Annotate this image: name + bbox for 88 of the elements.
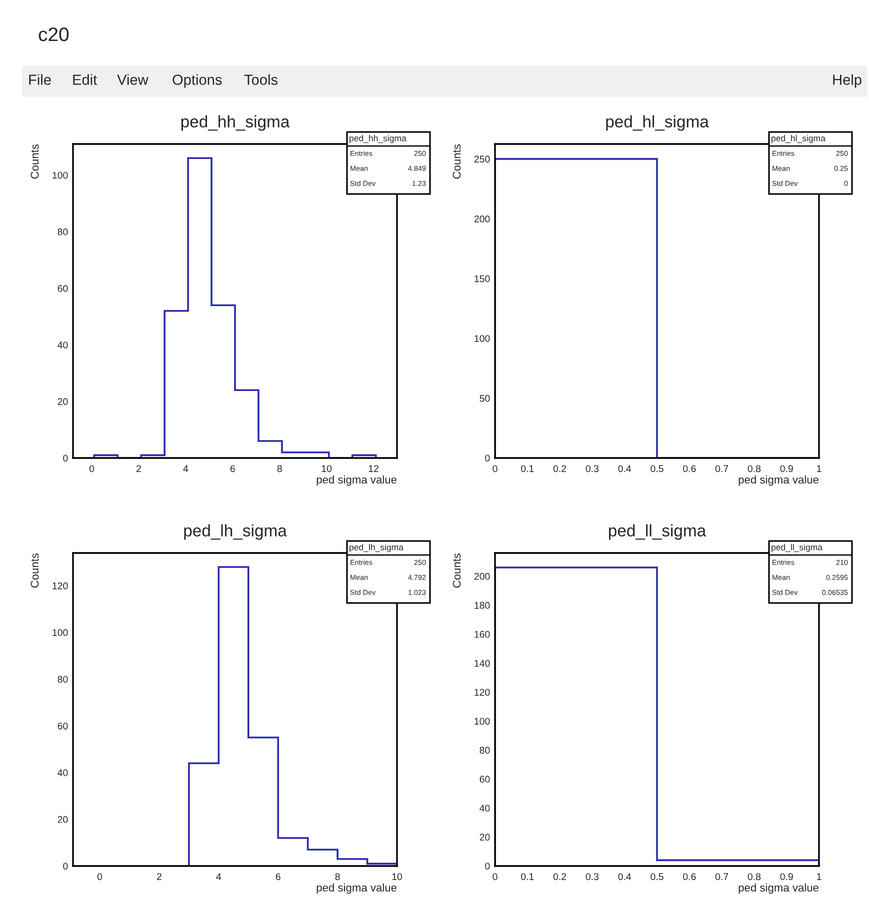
y-tick-label: 40: [58, 769, 68, 776]
x-tick-label: 0.9: [780, 873, 793, 880]
y-tick-label: 100: [52, 172, 68, 179]
text: Tools: [244, 74, 278, 85]
chart-title: ped_lh_sigma: [184, 524, 287, 540]
y-tick-label: 20: [58, 398, 68, 406]
x-tick-label: 10: [322, 465, 332, 472]
y-tick-label: 200: [474, 572, 490, 580]
x-tick-label: 2: [156, 873, 162, 880]
x-tick-label: 0.4: [618, 873, 632, 880]
y-tick-label: 160: [474, 630, 490, 638]
x-tick-label: 0.7: [715, 873, 728, 880]
y-tick-label: 120: [52, 582, 68, 590]
y-tick-label: 100: [474, 718, 490, 725]
x-tick-label: 1: [817, 873, 822, 880]
y-tick-label: 0: [63, 454, 68, 462]
y-tick-label: 100: [474, 335, 490, 342]
y-tick-label: 60: [58, 722, 68, 730]
text: View: [117, 74, 148, 85]
y-tick-label: 180: [474, 602, 490, 609]
x-tick-label: 0.7: [715, 465, 728, 472]
text: Options: [172, 74, 222, 88]
text: ped_hh_sigma: [350, 134, 406, 144]
y-tick-label: 50: [480, 394, 490, 402]
y-tick-label: 40: [58, 342, 68, 348]
x-tick-label: 0.3: [586, 873, 599, 880]
x-axis-title: ped sigma value: [316, 883, 397, 894]
x-tick-label: 0.1: [521, 873, 534, 880]
text: File: [29, 74, 51, 85]
y-tick-label: 0: [63, 862, 68, 870]
x-tick-label: 0: [492, 465, 498, 472]
text: ped_lh_sigma: [350, 544, 404, 552]
x-tick-label: 2: [136, 465, 141, 472]
y-tick-label: 140: [474, 660, 490, 667]
y-tick-label: 100: [52, 629, 68, 636]
x-tick-label: 0.2: [553, 873, 566, 880]
y-tick-label: 40: [480, 804, 490, 812]
chart-title: ped_hl_sigma: [606, 115, 709, 131]
text: ped_ll_sigma: [772, 544, 823, 552]
x-tick-label: 0.5: [650, 873, 664, 880]
y-tick-label: 0: [485, 862, 490, 870]
y-axis-title: Counts: [452, 144, 461, 179]
x-tick-label: 8: [277, 465, 282, 472]
x-tick-label: 6: [230, 465, 235, 472]
y-tick-label: 120: [474, 688, 490, 696]
y-axis-title: Counts: [30, 144, 39, 179]
x-tick-label: 0.1: [521, 465, 534, 472]
y-tick-label: 20: [58, 816, 68, 823]
text: ped_hl_sigma: [772, 134, 826, 144]
x-tick-label: 0: [492, 873, 498, 880]
chart-title: ped_ll_sigma: [608, 524, 706, 540]
x-tick-label: 0.6: [683, 465, 696, 472]
y-tick-label: 250: [474, 156, 490, 163]
text: Edit: [73, 74, 98, 85]
x-tick-label: 8: [335, 873, 340, 880]
x-tick-label: 4: [183, 465, 188, 472]
x-tick-label: 4: [216, 873, 222, 880]
x-tick-label: 0.9: [780, 465, 793, 472]
x-tick-label: 0.4: [618, 465, 632, 472]
x-tick-label: 12: [368, 465, 378, 472]
x-tick-label: 0.8: [748, 873, 761, 880]
x-tick-label: 1: [817, 465, 822, 472]
y-axis-title: Counts: [452, 553, 461, 588]
text: c20: [38, 27, 69, 42]
y-axis-title: Counts: [30, 553, 39, 588]
y-tick-label: 80: [58, 228, 68, 236]
x-tick-label: 0.6: [683, 873, 696, 880]
y-tick-label: 150: [474, 275, 490, 282]
y-tick-label: 80: [58, 676, 68, 683]
text: Help: [833, 74, 862, 88]
x-tick-label: 0.8: [748, 465, 761, 472]
y-tick-label: 60: [480, 776, 490, 783]
x-tick-label: 0: [89, 465, 94, 472]
x-tick-label: 6: [276, 873, 280, 880]
y-tick-label: 0: [485, 454, 490, 462]
y-tick-label: 60: [58, 285, 68, 292]
x-axis-title: ped sigma value: [738, 883, 819, 894]
x-tick-label: 0.2: [553, 465, 566, 472]
x-tick-label: 10: [392, 873, 402, 880]
y-tick-label: 80: [480, 746, 490, 754]
x-tick-label: 0: [97, 873, 102, 880]
y-tick-label: 200: [474, 215, 490, 222]
y-tick-label: 20: [480, 834, 490, 841]
x-tick-label: 0.3: [586, 465, 599, 472]
chart-title: ped_hh_sigma: [181, 115, 290, 131]
x-axis-title: ped sigma value: [316, 475, 397, 486]
x-tick-label: 0.5: [650, 465, 664, 472]
x-axis-title: ped sigma value: [738, 475, 819, 486]
